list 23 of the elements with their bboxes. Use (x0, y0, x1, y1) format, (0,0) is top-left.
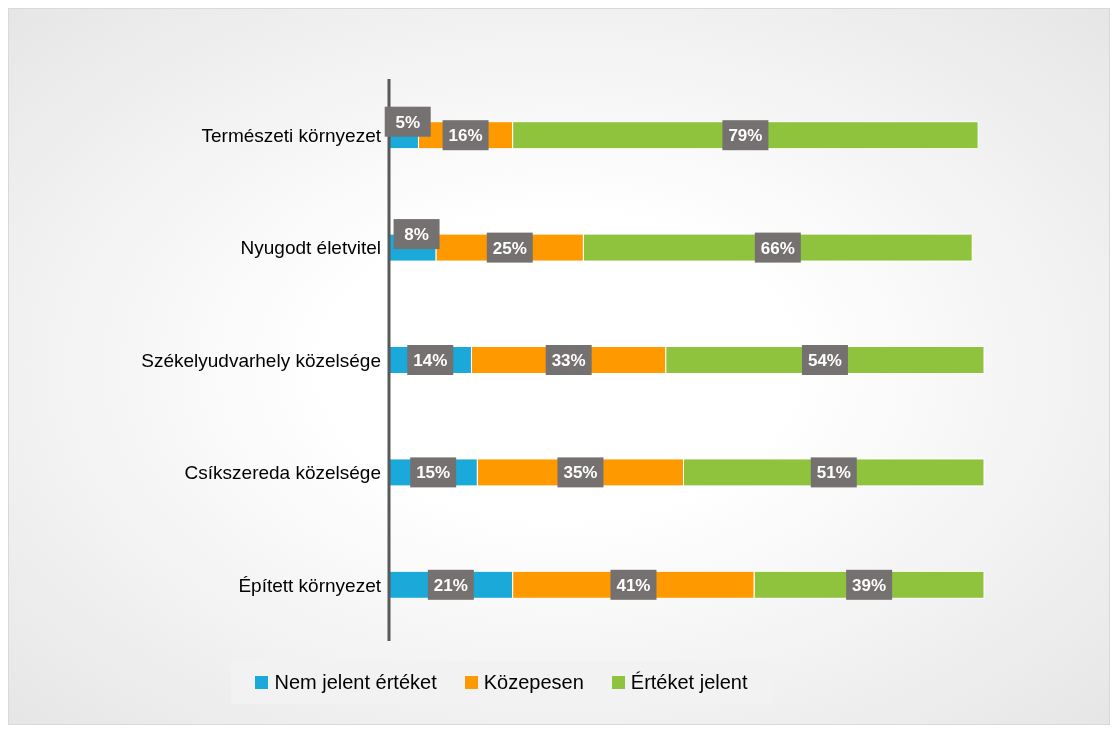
data-label: 21% (433, 575, 468, 595)
data-label: 79% (728, 126, 763, 146)
data-label: 41% (616, 575, 651, 595)
y-tick-label: Csíkszereda közelsége (184, 462, 381, 484)
data-label: 15% (416, 463, 451, 483)
y-tick-label: Épített környezet (238, 574, 382, 596)
data-label: 16% (448, 126, 483, 146)
data-label: 35% (563, 463, 598, 483)
legend-label: Értéket jelent (630, 671, 748, 694)
data-label: 25% (492, 238, 527, 258)
data-label: 8% (404, 225, 429, 245)
legend-label: Nem jelent értéket (274, 671, 437, 694)
data-label: 66% (760, 238, 795, 258)
data-label: 39% (852, 575, 887, 595)
y-tick-label: Természeti környezet (201, 124, 382, 146)
y-tick-label: Székelyudvarhely közelsége (141, 349, 381, 371)
y-tick-label: Nyugodt életvitel (240, 237, 381, 259)
data-label: 54% (807, 350, 842, 370)
data-label: 33% (551, 350, 586, 370)
data-label: 51% (816, 463, 851, 483)
legend-label: Közepesen (483, 671, 584, 694)
data-label: 14% (413, 350, 448, 370)
data-label: 5% (395, 112, 421, 132)
